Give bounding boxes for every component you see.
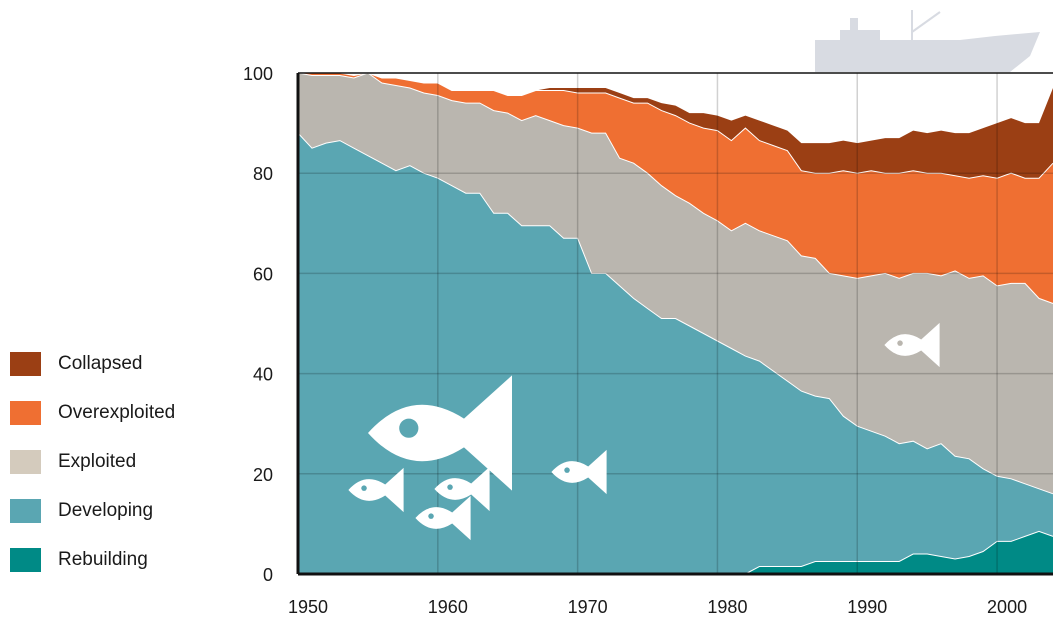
legend-swatch <box>10 450 41 474</box>
legend-swatch <box>10 548 41 572</box>
legend-label: Overexploited <box>58 402 176 423</box>
legend-swatch <box>10 499 41 523</box>
legend-item-exploited: Exploited <box>10 450 175 474</box>
y-tick-label: 60 <box>253 264 273 284</box>
fish-icon <box>348 467 404 513</box>
legend-swatch <box>10 401 41 425</box>
legend-item-developing: Developing <box>10 499 175 523</box>
legend-label: Exploited <box>58 451 137 472</box>
legend-item-collapsed: Collapsed <box>10 352 175 376</box>
fish-icon <box>415 495 471 541</box>
area-rebuilding <box>298 531 1053 574</box>
chart-tick-labels: 0 20 40 60 80 100 1950 1960 1970 1980 1990 2000 <box>243 64 1027 617</box>
area-overexploited <box>298 73 1053 304</box>
legend-label: Rebuilding <box>58 549 148 570</box>
chart-areas <box>297 72 1054 575</box>
chart-axes <box>296 72 1053 576</box>
y-tick-label: 40 <box>253 365 273 385</box>
legend-item-rebuilding: Rebuilding <box>10 548 175 572</box>
area-exploited <box>298 73 1053 494</box>
legend-label: Developing <box>58 500 154 521</box>
area-collapsed <box>298 73 1053 179</box>
x-tick-label: 1950 <box>288 597 328 617</box>
fish-icon <box>434 466 490 512</box>
big-fish-icon <box>368 375 512 491</box>
fish-icon <box>551 449 607 495</box>
legend-item-overexploited: Overexploited <box>10 401 175 425</box>
x-tick-label: 1980 <box>707 597 747 617</box>
x-tick-label: 2000 <box>987 597 1027 617</box>
boundary-developing <box>297 132 1054 495</box>
x-tick-label: 1970 <box>568 597 608 617</box>
y-tick-label: 100 <box>243 64 273 84</box>
legend: Collapsed Overexploited Exploited Developin… <box>10 352 175 597</box>
y-tick-label: 20 <box>253 465 273 485</box>
boundary-overexploited <box>298 72 1054 179</box>
boundary-exploited <box>297 72 1054 304</box>
legend-label: Collapsed <box>58 353 143 374</box>
fish-decorations <box>348 322 940 541</box>
fish-icon <box>884 322 940 368</box>
x-tick-label: 1990 <box>847 597 887 617</box>
legend-swatch <box>10 352 41 376</box>
chart-grid <box>298 73 1053 574</box>
y-tick-label: 80 <box>253 164 273 184</box>
x-tick-label: 1960 <box>428 597 468 617</box>
y-tick-label: 0 <box>263 565 273 585</box>
ship-icon <box>815 10 1040 72</box>
